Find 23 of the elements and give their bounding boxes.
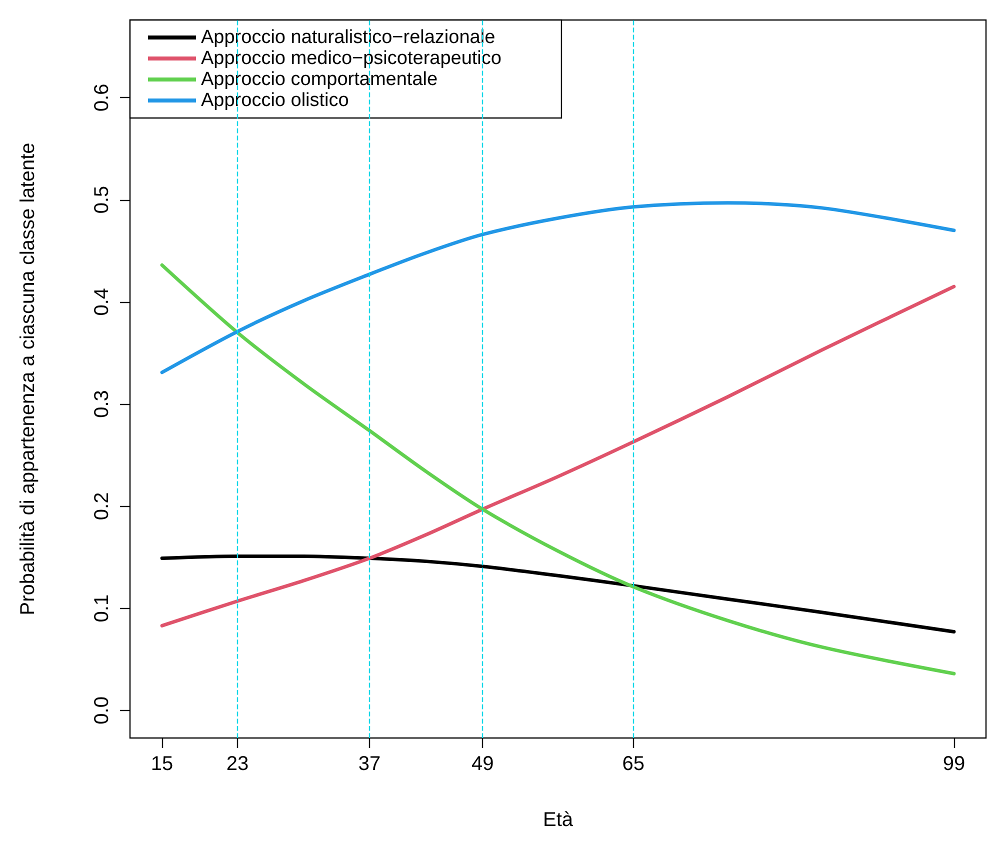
- legend-label: Approccio comportamentale: [201, 69, 438, 90]
- y-tick-label: 0.5: [91, 186, 113, 214]
- x-tick-label: 65: [622, 753, 645, 775]
- legend-label: Approccio medico−psicoterapeutico: [201, 48, 502, 69]
- y-tick-label: 0.0: [91, 696, 113, 724]
- x-tick-label: 23: [226, 753, 249, 775]
- legend-label: Approccio olistico: [201, 90, 349, 111]
- y-tick-label: 0.1: [91, 594, 113, 622]
- x-tick-label: 49: [471, 753, 494, 775]
- legend-label: Approccio naturalistico−relazionale: [201, 27, 496, 48]
- y-axis-title: Probabilità di appartenenza a ciascuna classe latente: [17, 142, 39, 616]
- y-tick-label: 0.3: [91, 390, 113, 418]
- x-tick-label: 15: [150, 753, 174, 775]
- x-tick-label: 37: [358, 753, 381, 775]
- line-series: [160, 554, 956, 634]
- y-tick-label: 0.6: [91, 84, 113, 112]
- y-tick-label: 0.2: [91, 492, 113, 520]
- x-axis-title: Età: [542, 809, 574, 831]
- line-series: [160, 284, 956, 628]
- line-series: [160, 263, 956, 676]
- y-tick-label: 0.4: [91, 288, 113, 316]
- line-series: [160, 201, 956, 374]
- x-tick-label: 99: [942, 753, 966, 775]
